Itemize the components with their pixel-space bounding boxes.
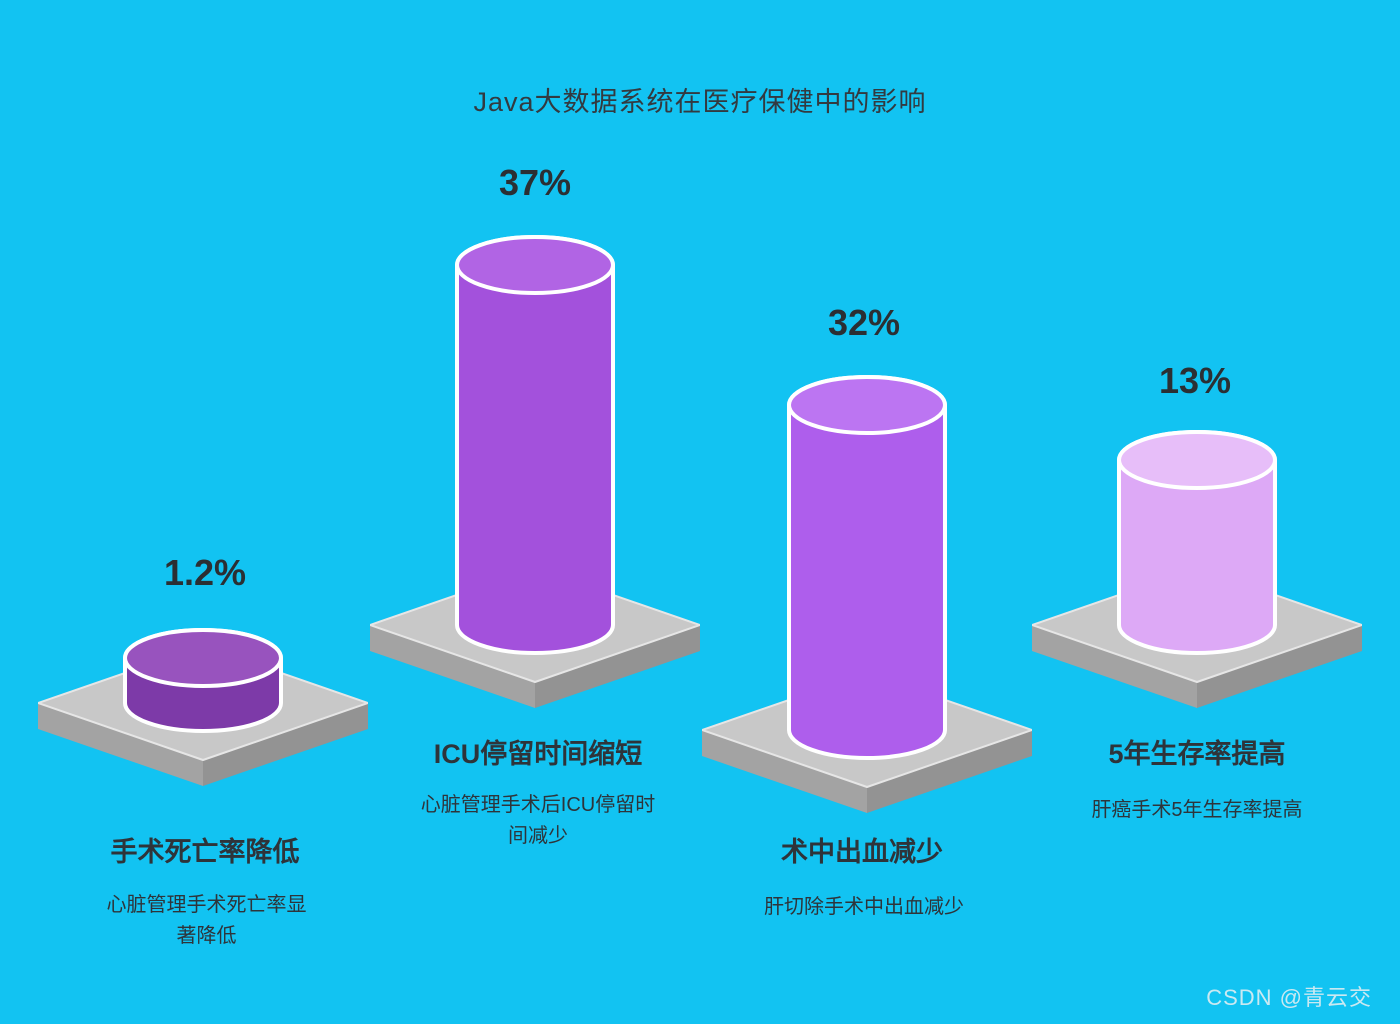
- cylinder-bar-2: [455, 235, 615, 655]
- bar-1-description: 心脏管理手术死亡率显著降低: [106, 894, 307, 947]
- cylinder-top: [787, 375, 947, 435]
- platform-right-face: [203, 703, 368, 786]
- cylinder-top: [455, 235, 615, 295]
- bar-1-category-label: 手术死亡率降低: [110, 837, 300, 867]
- bar-3-value-label: 32%: [827, 302, 901, 343]
- platform-right-face: [1197, 625, 1362, 708]
- platform-left-face: [38, 703, 203, 786]
- bar-4-value-label: 13%: [1158, 360, 1232, 401]
- cylinder-top: [1117, 430, 1277, 490]
- platform-left-face: [1032, 625, 1197, 708]
- bar-4-category-label: 5年生存率提高: [1108, 739, 1286, 769]
- platform-left-face: [702, 730, 867, 813]
- bar-1-value-label: 1.2%: [163, 552, 247, 593]
- cylinder-top: [123, 628, 283, 688]
- bar-2-value-label: 37%: [498, 162, 572, 203]
- cylinder-bar-4: [1117, 430, 1277, 655]
- cylinder-bar-3: [787, 375, 947, 760]
- bar-3-description: 肝切除手术中出血减少: [764, 896, 964, 918]
- platform-right-face: [535, 625, 700, 708]
- bar-4-description: 肝癌手术5年生存率提高: [1091, 799, 1303, 821]
- bar-2-category-label: ICU停留时间缩短: [433, 739, 643, 769]
- watermark: CSDN @青云交: [1206, 985, 1372, 1010]
- platform-right-face: [867, 730, 1032, 813]
- platform-left-face: [370, 625, 535, 708]
- chart-title: Java大数据系统在医疗保健中的影响: [473, 87, 927, 117]
- bar-3-category-label: 术中出血减少: [781, 837, 943, 867]
- cylinder-body: [455, 235, 615, 655]
- cylinder-bar-1: [123, 628, 283, 733]
- bar-2-description: 心脏管理手术后ICU停留时间减少: [420, 794, 656, 847]
